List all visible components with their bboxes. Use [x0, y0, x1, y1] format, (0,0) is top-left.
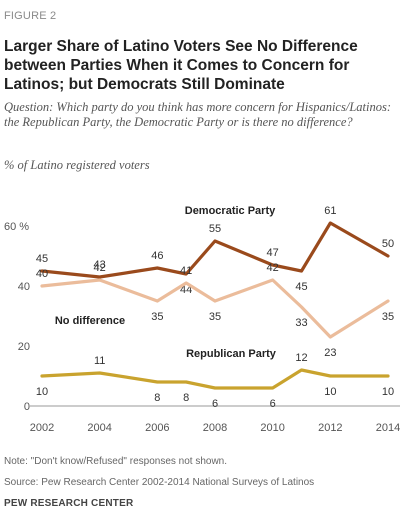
data-label: 42 [267, 262, 279, 274]
data-label: 45 [295, 281, 307, 293]
data-label: 10 [382, 386, 394, 398]
data-label: 11 [94, 355, 105, 367]
data-label: 55 [209, 223, 221, 235]
x-tick-label: 2002 [30, 422, 54, 434]
data-label: 33 [295, 317, 307, 329]
source-text: Source: Pew Research Center 2002-2014 Na… [4, 477, 315, 488]
data-label: 50 [382, 238, 394, 250]
x-tick-label: 2014 [376, 422, 400, 434]
question-text: Question: Which party do you think has m… [4, 100, 391, 129]
data-label: 6 [212, 398, 218, 410]
data-label: 43 [94, 259, 106, 271]
brand-label: PEW RESEARCH CENTER [4, 498, 134, 509]
data-label: 44 [180, 284, 192, 296]
data-label: 47 [267, 247, 279, 259]
footnote: Note: "Don't know/Refused" responses not… [4, 456, 228, 467]
data-label: 6 [270, 398, 276, 410]
data-label: 46 [151, 250, 163, 262]
data-label: 35 [209, 311, 221, 323]
data-label: 40 [36, 268, 48, 280]
data-label: 23 [324, 347, 336, 359]
series-label: Republican Party [186, 348, 277, 360]
data-label: 10 [324, 386, 336, 398]
data-label: 41 [180, 265, 192, 277]
figure-label: FIGURE 2 [4, 10, 57, 22]
y-tick-label: 20 [18, 341, 30, 353]
series-line [40, 368, 390, 390]
units-label: % of Latino registered voters [4, 158, 150, 172]
data-label: 10 [36, 386, 48, 398]
data-label: 12 [295, 352, 307, 364]
data-label: 8 [154, 392, 160, 404]
x-tick-label: 2006 [145, 422, 169, 434]
data-label: 35 [382, 311, 394, 323]
data-label: 61 [324, 205, 336, 217]
y-tick-label: 40 [18, 281, 30, 293]
series-label: Democratic Party [185, 205, 276, 217]
series-line [40, 221, 390, 279]
data-label: 45 [36, 253, 48, 265]
y-tick-label: 0 [24, 401, 30, 413]
x-tick-label: 2012 [318, 422, 342, 434]
series-line [40, 278, 390, 339]
x-tick-label: 2004 [87, 422, 111, 434]
x-tick-label: 2008 [203, 422, 227, 434]
data-label: 8 [183, 392, 189, 404]
series-label: No difference [55, 315, 125, 327]
x-tick-label: 2010 [260, 422, 284, 434]
data-label: 42 [94, 262, 106, 274]
y-tick-label: 60 % [4, 221, 29, 233]
chart-title: Larger Share of Latino Voters See No Dif… [4, 38, 358, 93]
data-label: 35 [151, 311, 163, 323]
